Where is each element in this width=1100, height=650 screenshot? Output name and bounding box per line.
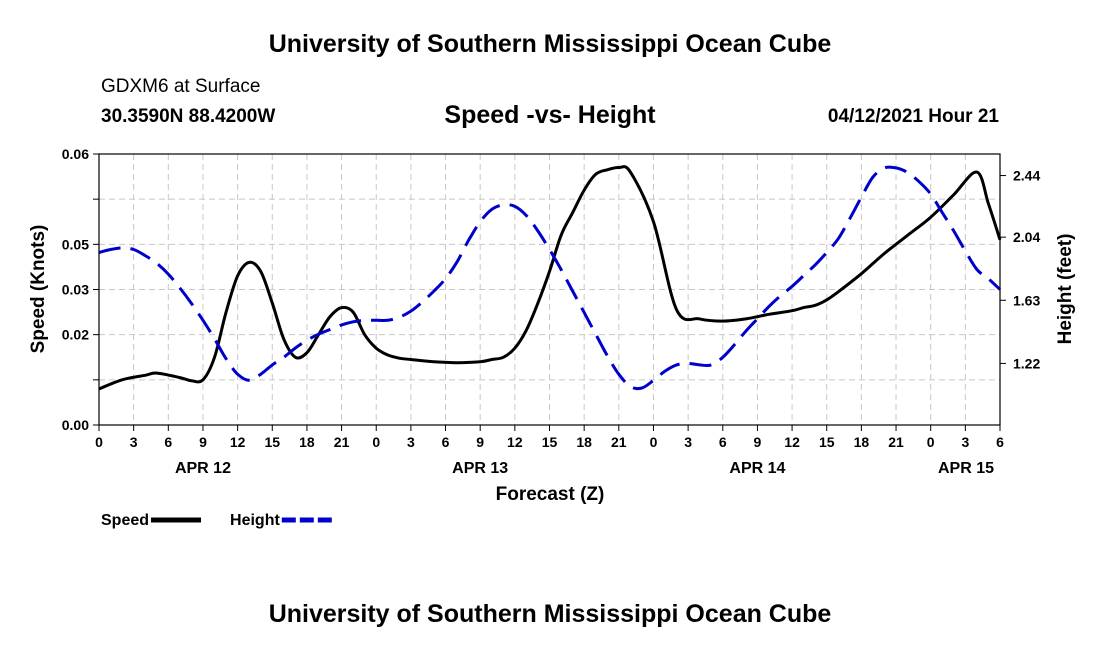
y-axis-label: Speed (Knots) bbox=[28, 225, 49, 354]
x-tick-label: 18 bbox=[854, 434, 870, 450]
y-tick-label: 0.05 bbox=[62, 236, 89, 252]
height-series-line bbox=[98, 165, 1002, 391]
grid-lines bbox=[99, 154, 1000, 425]
day-label: APR 14 bbox=[729, 460, 785, 477]
x-tick-label: 6 bbox=[719, 434, 727, 450]
y-tick-label: 0.06 bbox=[62, 146, 89, 162]
x-tick-label: 9 bbox=[754, 434, 762, 450]
x-tick-label: 3 bbox=[961, 434, 969, 450]
x-tick-label: 0 bbox=[95, 434, 103, 450]
x-tick-label: 6 bbox=[164, 434, 172, 450]
x-tick-label: 15 bbox=[264, 434, 280, 450]
x-tick-label: 6 bbox=[442, 434, 450, 450]
speed-series-line bbox=[98, 165, 1002, 391]
footer-title: University of Southern Mississippi Ocean… bbox=[268, 600, 832, 628]
x-tick-label: 18 bbox=[299, 434, 315, 450]
y2-tick-label: 1.22 bbox=[1013, 355, 1040, 371]
x-tick-label: 9 bbox=[199, 434, 207, 450]
y2-tick-label: 2.44 bbox=[1013, 168, 1040, 184]
y2-axis-label: Height (feet) bbox=[1055, 234, 1076, 345]
legend-label: Speed bbox=[101, 512, 149, 529]
series-layer bbox=[98, 165, 1002, 391]
x-tick-label: 0 bbox=[650, 434, 658, 450]
x-tick-label: 3 bbox=[130, 434, 138, 450]
datetime-label: 04/12/2021 Hour 21 bbox=[827, 106, 999, 127]
x-tick-label: 15 bbox=[542, 434, 558, 450]
y-tick-label: 0.00 bbox=[62, 417, 89, 433]
chart-title: Speed -vs- Height bbox=[444, 101, 656, 129]
x-tick-label: 3 bbox=[407, 434, 415, 450]
y-tick-label: 0.03 bbox=[62, 282, 89, 298]
station-label: GDXM6 at Surface bbox=[101, 76, 261, 97]
x-axis-label: Forecast (Z) bbox=[496, 484, 605, 505]
y-tick-label: 0.02 bbox=[62, 327, 89, 343]
x-tick-label: 9 bbox=[476, 434, 484, 450]
x-tick-label: 3 bbox=[684, 434, 692, 450]
legend-label: Height bbox=[230, 512, 280, 529]
x-tick-label: 6 bbox=[996, 434, 1004, 450]
day-label: APR 15 bbox=[938, 460, 994, 477]
y2-tick-label: 2.04 bbox=[1013, 229, 1040, 245]
x-tick-label: 21 bbox=[888, 434, 904, 450]
x-tick-label: 18 bbox=[576, 434, 592, 450]
x-tick-label: 0 bbox=[927, 434, 935, 450]
x-tick-label: 12 bbox=[507, 434, 523, 450]
legend: Speed Height bbox=[101, 512, 332, 529]
x-tick-label: 12 bbox=[784, 434, 800, 450]
x-tick-label: 12 bbox=[230, 434, 246, 450]
axis-ticks: 0 3 6 9 12 15 18 21 0 3 6 9 12 15 18 21 0 3 6 9 12 15 18 21 0 3 6A… bbox=[62, 146, 1041, 477]
day-label: APR 12 bbox=[175, 460, 231, 477]
x-tick-label: 21 bbox=[334, 434, 350, 450]
day-label: APR 13 bbox=[452, 460, 508, 477]
coordinates-label: 30.3590N 88.4200W bbox=[101, 106, 276, 127]
y2-tick-label: 1.63 bbox=[1013, 292, 1040, 308]
page-title: University of Southern Mississippi Ocean… bbox=[268, 30, 832, 58]
x-tick-label: 15 bbox=[819, 434, 835, 450]
x-tick-label: 21 bbox=[611, 434, 627, 450]
x-tick-label: 0 bbox=[372, 434, 380, 450]
